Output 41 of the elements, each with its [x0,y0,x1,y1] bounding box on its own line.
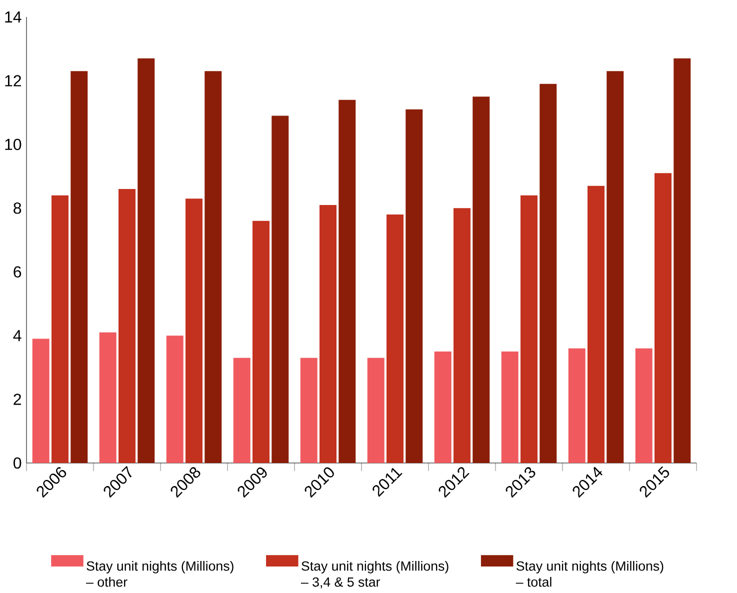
bar [674,58,691,463]
y-tick-label: 12 [5,75,21,86]
bar [272,116,289,463]
bar [654,173,672,463]
bar [138,58,155,463]
bar [99,332,116,463]
y-tick-label: 14 [5,12,22,22]
bar [52,195,69,463]
y-tick-label: 0 [14,457,22,469]
bar [252,220,270,463]
bar [588,186,605,463]
bar [338,100,356,463]
legend-label: Stay unit nights (Millions) – 3,4 & 5 star [300,560,448,588]
bar [472,96,490,463]
bar [166,336,184,463]
legend-label: Stay unit nights (Millions) – total [516,560,664,587]
bar [540,84,557,463]
bar [118,189,136,463]
bar [454,208,471,463]
y-tick-label: 2 [14,394,21,405]
y-tick-label: 4 [13,330,22,342]
bar [568,348,586,463]
bar [32,338,50,463]
bar [434,352,452,463]
y-tick-label: 6 [14,266,22,278]
bar [520,195,538,463]
bar [635,348,652,463]
bar [70,71,88,463]
legend-label: Stay unit nights (Millions) – other [86,560,234,587]
bar [501,352,518,463]
bar [320,204,337,463]
bar [386,214,404,463]
bar [233,358,250,463]
bar [406,109,423,463]
bar [186,198,203,463]
bar [204,71,222,463]
bar [606,71,624,463]
bar [367,358,384,463]
bar [300,358,318,463]
y-tick-label: 8 [14,202,22,214]
y-tick-label: 10 [5,138,22,150]
